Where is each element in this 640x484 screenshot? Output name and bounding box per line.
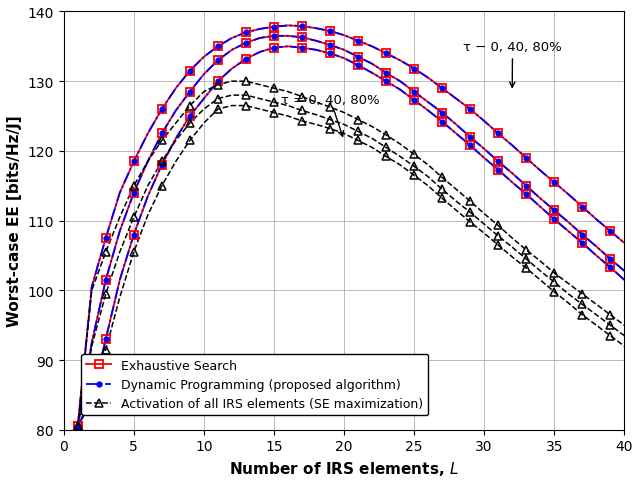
Y-axis label: Worst-case EE [bits/Hz/J]: Worst-case EE [bits/Hz/J]	[7, 116, 22, 327]
Text: τ = 0, 40, 80%: τ = 0, 40, 80%	[281, 93, 380, 137]
Legend: Exhaustive Search, Dynamic Programming (proposed algorithm), Activation of all I: Exhaustive Search, Dynamic Programming (…	[81, 354, 428, 415]
Text: τ − 0, 40, 80%: τ − 0, 40, 80%	[463, 41, 562, 88]
X-axis label: Number of IRS elements, $L$: Number of IRS elements, $L$	[229, 459, 459, 477]
